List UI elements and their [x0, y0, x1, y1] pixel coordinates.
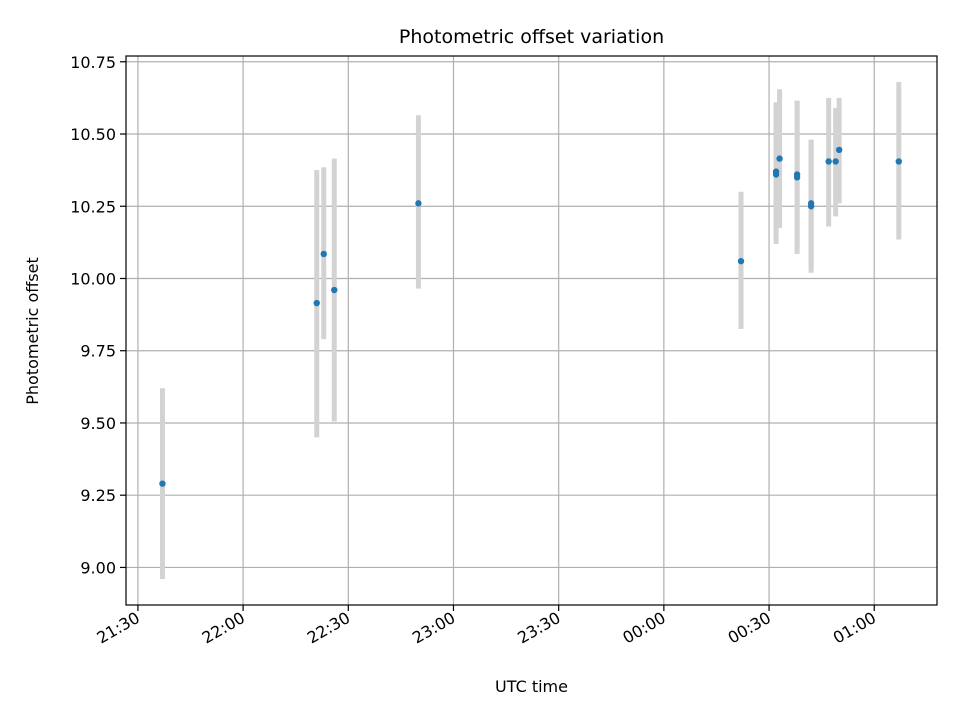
data-points — [159, 146, 902, 487]
y-axis-ticks: 9.00 9.25 9.50 9.75 10.00 10.25 10.50 10.75 — [70, 53, 126, 577]
data-point — [737, 257, 745, 265]
data-point — [895, 158, 902, 165]
data-point — [159, 480, 166, 487]
plot-frame — [125, 55, 938, 606]
data-point — [825, 158, 832, 165]
y-axis-label: Photometric offset — [23, 257, 42, 405]
data-point — [807, 200, 815, 207]
data-point — [772, 168, 780, 175]
data-point — [313, 299, 320, 307]
y-tick-label: 9.25 — [80, 486, 116, 505]
data-point — [415, 200, 422, 207]
y-tick-label: 10.25 — [70, 197, 116, 216]
y-tick-label: 9.75 — [80, 342, 116, 361]
y-tick-label: 10.75 — [70, 53, 116, 72]
y-tick-label: 10.00 — [70, 269, 116, 288]
data-point — [331, 286, 338, 294]
data-point — [835, 146, 843, 154]
y-tick-label: 10.50 — [70, 125, 116, 144]
x-axis-label: UTC time — [495, 677, 568, 696]
data-point — [793, 171, 801, 178]
data-point — [320, 250, 327, 258]
y-tick-label: 9.00 — [80, 558, 116, 577]
data-point — [776, 155, 783, 162]
data-point — [832, 158, 839, 165]
y-tick-label: 9.50 — [80, 414, 116, 433]
grid — [126, 56, 937, 605]
chart-title: Photometric offset variation — [399, 26, 664, 48]
